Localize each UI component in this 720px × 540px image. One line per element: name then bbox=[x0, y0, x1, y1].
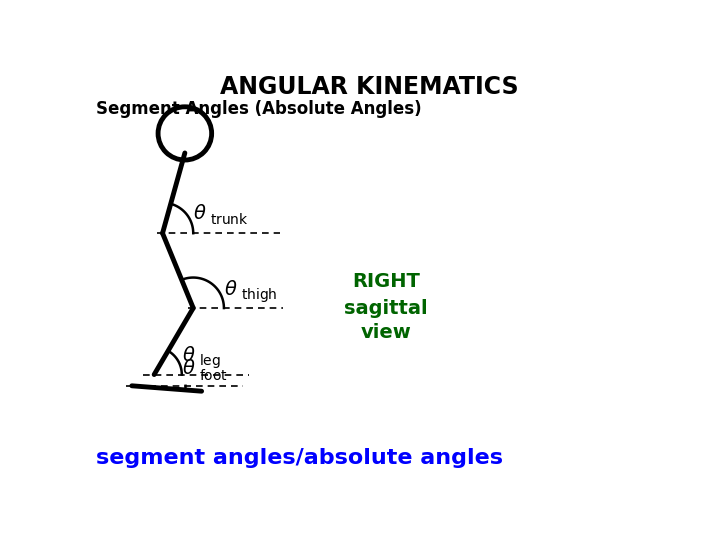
Text: $\theta$: $\theta$ bbox=[182, 359, 196, 379]
Text: $\mathregular{leg}$: $\mathregular{leg}$ bbox=[199, 353, 221, 370]
Text: $\mathregular{trunk}$: $\mathregular{trunk}$ bbox=[210, 212, 248, 227]
Text: view: view bbox=[361, 323, 411, 342]
Text: $\theta$: $\theta$ bbox=[182, 347, 196, 366]
Text: $\theta$: $\theta$ bbox=[224, 280, 238, 299]
Text: sagittal: sagittal bbox=[344, 299, 428, 318]
Text: ANGULAR KINEMATICS: ANGULAR KINEMATICS bbox=[220, 75, 518, 99]
Text: $\theta$: $\theta$ bbox=[193, 204, 207, 223]
Text: segment angles/absolute angles: segment angles/absolute angles bbox=[96, 448, 503, 468]
Text: RIGHT: RIGHT bbox=[352, 272, 420, 291]
Text: Segment Angles (Absolute Angles): Segment Angles (Absolute Angles) bbox=[96, 100, 421, 118]
Text: $\mathregular{thigh}$: $\mathregular{thigh}$ bbox=[240, 286, 277, 304]
Text: $\mathregular{foot}$: $\mathregular{foot}$ bbox=[199, 368, 228, 383]
